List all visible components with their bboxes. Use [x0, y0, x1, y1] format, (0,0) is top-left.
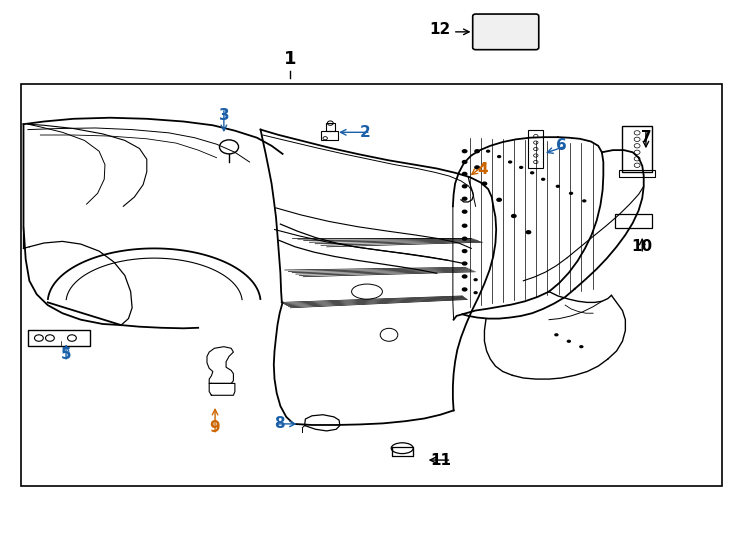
Circle shape — [462, 160, 468, 164]
Text: 1: 1 — [283, 50, 297, 68]
Circle shape — [473, 278, 478, 281]
FancyBboxPatch shape — [622, 126, 652, 172]
Circle shape — [462, 261, 468, 266]
Bar — [326, 123, 335, 131]
Circle shape — [511, 214, 517, 218]
Circle shape — [508, 160, 512, 164]
Circle shape — [519, 166, 523, 169]
Circle shape — [462, 197, 468, 201]
Text: 8: 8 — [274, 416, 284, 431]
Bar — [321, 131, 338, 140]
Circle shape — [462, 287, 468, 292]
Text: 2: 2 — [360, 125, 371, 140]
Circle shape — [526, 230, 531, 234]
Circle shape — [486, 150, 490, 153]
Text: 6: 6 — [556, 138, 567, 153]
Text: 5: 5 — [61, 347, 71, 362]
Circle shape — [462, 237, 468, 241]
Circle shape — [497, 155, 501, 158]
FancyBboxPatch shape — [615, 214, 652, 228]
Bar — [21, 84, 722, 486]
Circle shape — [556, 185, 560, 188]
Circle shape — [579, 345, 584, 348]
Circle shape — [462, 172, 468, 176]
Circle shape — [473, 291, 478, 294]
Circle shape — [496, 198, 502, 202]
Bar — [392, 447, 413, 456]
Bar — [528, 130, 543, 168]
Text: 3: 3 — [219, 108, 229, 123]
Circle shape — [462, 184, 468, 188]
Circle shape — [462, 149, 468, 153]
Text: 12: 12 — [429, 22, 451, 37]
Circle shape — [541, 178, 545, 181]
Text: 10: 10 — [632, 239, 653, 254]
Bar — [619, 170, 655, 177]
Circle shape — [474, 149, 480, 153]
Circle shape — [462, 274, 468, 279]
Circle shape — [569, 192, 573, 195]
Text: 7: 7 — [641, 130, 651, 145]
Circle shape — [530, 171, 534, 174]
Circle shape — [567, 340, 571, 343]
Circle shape — [554, 333, 559, 336]
FancyBboxPatch shape — [28, 330, 90, 346]
Circle shape — [582, 199, 586, 202]
Circle shape — [474, 165, 480, 170]
Text: 11: 11 — [430, 453, 451, 468]
Text: 4: 4 — [478, 162, 488, 177]
FancyBboxPatch shape — [473, 14, 539, 50]
Circle shape — [462, 249, 468, 253]
Circle shape — [462, 210, 468, 214]
Text: 9: 9 — [210, 420, 220, 435]
Circle shape — [462, 224, 468, 228]
Circle shape — [482, 181, 487, 186]
